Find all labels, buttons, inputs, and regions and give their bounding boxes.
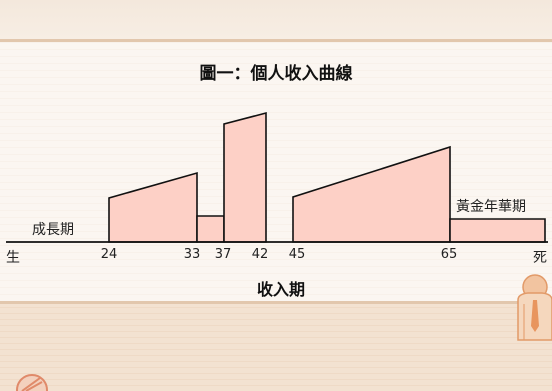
age-tick-37: 37 [215, 247, 232, 262]
income-segment-golden [449, 218, 546, 243]
income-segment-prime [292, 145, 451, 243]
age-tick-33: 33 [184, 247, 201, 262]
coin-icon [16, 374, 48, 391]
age-tick-65: 65 [441, 247, 458, 262]
x-axis-label: 收入期 [257, 280, 305, 299]
growth-phase-label: 成長期 [32, 222, 74, 238]
income-segment-growth [108, 171, 198, 243]
top-divider [0, 39, 552, 42]
age-tick-24: 24 [101, 247, 118, 262]
income-segment-peak [223, 111, 267, 243]
age-tick-45: 45 [289, 247, 306, 262]
birth-label: 生 [6, 250, 20, 266]
top-band [0, 0, 552, 40]
diagram-panel [0, 42, 552, 301]
bottom-band [0, 304, 552, 391]
death-label: 死 [533, 250, 547, 266]
income-segment-dip [196, 215, 225, 243]
businessman-icon [517, 274, 552, 341]
age-tick-42: 42 [252, 247, 269, 262]
golden-phase-label: 黃金年華期 [456, 199, 526, 215]
bottom-divider [0, 301, 552, 304]
diagram-title: 圖一：個人收入曲線 [200, 63, 353, 84]
